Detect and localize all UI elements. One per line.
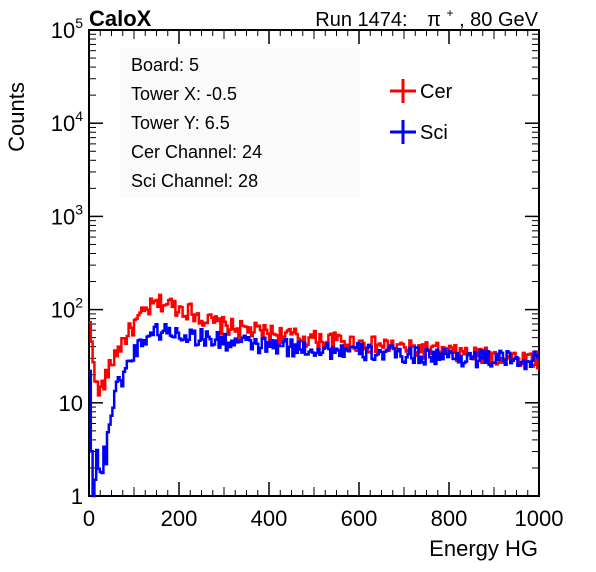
legend-sci-marker: [390, 120, 416, 144]
beam-energy: , 80 GeV: [459, 9, 539, 31]
info-line: Cer Channel: 24: [131, 142, 262, 162]
info-box: [120, 48, 360, 198]
y-tick-label: 102: [51, 295, 83, 323]
x-tick-label: 1000: [515, 506, 564, 531]
info-box-lines: Board: 5 Tower X: -0.5 Tower Y: 6.5 Cer Cha…: [131, 55, 262, 191]
info-line: Board: 5: [131, 55, 199, 75]
info-line: Sci Channel: 28: [131, 171, 258, 191]
y-axis-label: Counts: [4, 82, 29, 152]
info-line: Tower X: -0.5: [131, 84, 237, 104]
x-axis-label: Energy HG: [429, 536, 538, 561]
legend: Cer Sci: [390, 79, 453, 144]
y-tick-label: 103: [51, 201, 83, 229]
brand-label: CaloX: [89, 6, 152, 31]
series-cer-line: [89, 293, 539, 397]
y-tick-label: 104: [51, 108, 83, 136]
x-tick-label: 0: [83, 506, 95, 531]
particle-charge: +: [446, 6, 453, 20]
run-label: Run 1474: π + , 80 GeV: [315, 0, 538, 31]
x-tick-label: 400: [251, 506, 288, 531]
x-tick-label: 800: [431, 506, 468, 531]
y-tick-label: 10: [59, 391, 83, 416]
legend-cer-label: Cer: [420, 81, 453, 103]
series-layer: [88, 293, 540, 498]
y-tick-label: 105: [51, 15, 83, 43]
y-tick-label: 1: [71, 484, 83, 509]
legend-sci-label: Sci: [420, 122, 448, 144]
legend-cer-marker: [390, 79, 416, 103]
particle-symbol: π: [427, 9, 441, 31]
series-sci-line: [89, 322, 539, 498]
x-tick-label: 600: [341, 506, 378, 531]
info-line: Tower Y: 6.5: [131, 113, 230, 133]
run-prefix: Run 1474:: [315, 9, 407, 31]
axis-ticks: 0 200 400 600 800 1000 1 10 102 103 104 105: [51, 15, 564, 531]
x-tick-label: 200: [161, 506, 198, 531]
